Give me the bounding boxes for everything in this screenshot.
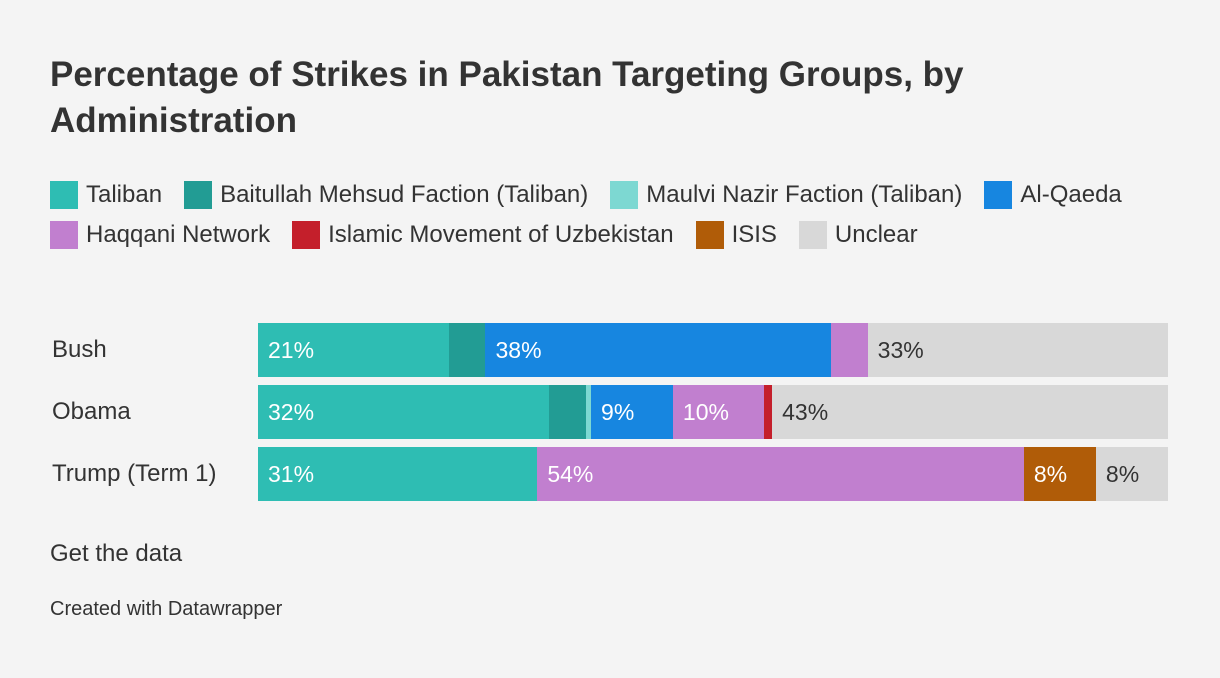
category-label: Trump (Term 1) xyxy=(52,460,217,487)
legend-label: ISIS xyxy=(731,221,777,248)
bar-segment-maulvi-nazir-faction-taliban xyxy=(585,385,592,439)
legend-item-maulvi-nazir-faction-taliban: Maulvi Nazir Faction (Taliban) xyxy=(610,180,962,210)
bar-segment-baitullah-mehsud-faction-taliban xyxy=(449,323,486,377)
bar-segment-taliban: 21% xyxy=(258,323,450,377)
data-label: 32% xyxy=(268,399,315,425)
bar-segment-al-qaeda: 9% xyxy=(591,385,673,439)
bar-segment-al-qaeda: 38% xyxy=(485,323,832,377)
bar-segment-unclear: 33% xyxy=(867,323,1168,377)
data-label: 10% xyxy=(682,399,729,425)
legend: Taliban Baitullah Mehsud Faction (Taliban… xyxy=(50,180,1170,250)
stacked-bar: 32% 9% 10% 43% xyxy=(258,385,1168,439)
data-label: 54% xyxy=(547,461,594,487)
legend-item-taliban: Taliban xyxy=(50,180,162,210)
legend-swatch xyxy=(50,221,78,249)
data-label: 9% xyxy=(601,399,635,425)
get-the-data-link[interactable]: Get the data xyxy=(50,540,183,567)
stacked-bar: 21% 38% 33% xyxy=(258,323,1168,377)
legend-item-baitullah-mehsud-faction-taliban: Baitullah Mehsud Faction (Taliban) xyxy=(184,180,588,210)
legend-label: Taliban xyxy=(86,181,163,208)
data-label: 43% xyxy=(782,399,829,425)
legend-label: Haqqani Network xyxy=(86,221,271,248)
legend-item-unclear: Unclear xyxy=(798,220,918,250)
data-label: 38% xyxy=(495,337,542,363)
bar-segment-haqqani-network xyxy=(831,323,868,377)
data-label: 31% xyxy=(268,461,315,487)
category-label: Obama xyxy=(52,398,131,425)
bar-rows: Bush 21% 38% 33% Obama 32% 9% 10% 43% Trump (Term… xyxy=(52,323,1168,509)
legend-item-islamic-movement-of-uzbekistan: Islamic Movement of Uzbekistan xyxy=(292,220,674,250)
bar-segment-unclear: 8% xyxy=(1095,447,1168,501)
bar-segment-isis: 8% xyxy=(1023,447,1096,501)
legend-swatch xyxy=(610,181,639,209)
legend-swatch xyxy=(184,181,213,209)
legend-label: Al-Qaeda xyxy=(1020,181,1122,208)
legend-swatch xyxy=(798,221,827,249)
datawrapper-credit: Created with Datawrapper xyxy=(50,598,283,620)
legend-item-al-qaeda: Al-Qaeda xyxy=(984,180,1122,210)
bar-segment-unclear: 43% xyxy=(772,385,1164,439)
data-label: 8% xyxy=(1105,461,1140,487)
data-label: 8% xyxy=(1033,461,1068,487)
bar-segment-taliban: 32% xyxy=(258,385,550,439)
bar-segment-baitullah-mehsud-faction-taliban xyxy=(549,385,586,439)
bar-segment-taliban: 31% xyxy=(258,447,538,501)
bar-row-obama: Obama 32% 9% 10% 43% xyxy=(52,385,1168,439)
legend-label: Unclear xyxy=(834,221,918,248)
legend-swatch xyxy=(984,181,1013,209)
bar-segment-islamic-movement-of-uzbekistan xyxy=(763,385,773,439)
bar-segment-haqqani-network: 10% xyxy=(672,385,764,439)
legend-swatch xyxy=(292,221,321,249)
legend-item-haqqani-network: Haqqani Network xyxy=(50,220,270,250)
legend-label: Maulvi Nazir Faction (Taliban) xyxy=(646,181,963,208)
category-label: Bush xyxy=(52,336,107,363)
legend-swatch xyxy=(50,181,78,209)
bar-segment-haqqani-network: 54% xyxy=(537,447,1024,501)
data-label: 33% xyxy=(877,337,924,363)
legend-item-isis: ISIS xyxy=(695,220,777,250)
chart-title: Percentage of Strikes in Pakistan Target… xyxy=(50,55,964,140)
legend-label: Islamic Movement of Uzbekistan xyxy=(328,221,674,248)
bar-row-trump-term-1: Trump (Term 1) 31% 54% 8% 8% xyxy=(52,447,1168,501)
legend-swatch xyxy=(695,221,724,249)
stacked-bar: 31% 54% 8% 8% xyxy=(258,447,1168,501)
legend-label: Baitullah Mehsud Faction (Taliban) xyxy=(220,181,589,208)
bar-row-bush: Bush 21% 38% 33% xyxy=(52,323,1168,377)
data-label: 21% xyxy=(268,337,315,363)
